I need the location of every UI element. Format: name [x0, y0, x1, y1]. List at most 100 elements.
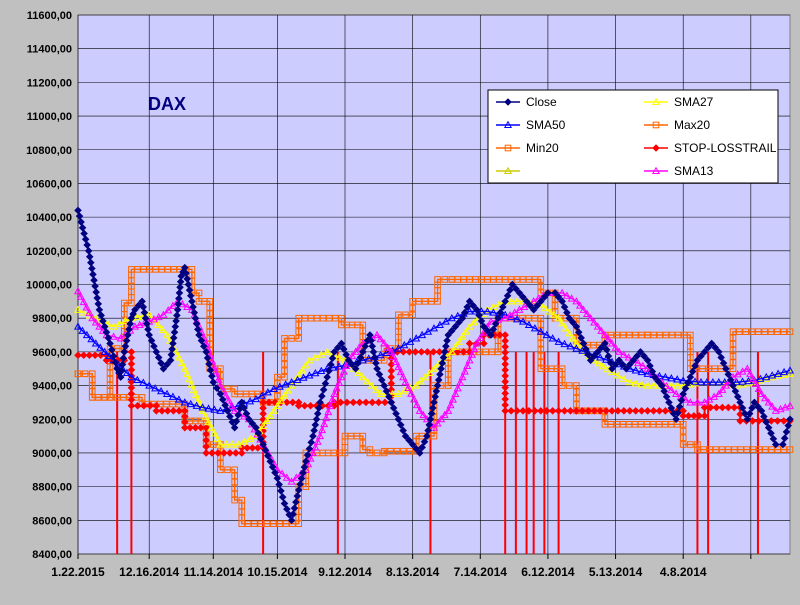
data-point	[622, 364, 631, 373]
y-tick-label: 11200,00	[27, 77, 72, 89]
data-point	[566, 407, 575, 415]
data-point	[234, 411, 242, 419]
data-point	[366, 449, 374, 457]
data-point	[289, 398, 297, 407]
data-point	[276, 520, 284, 527]
data-point	[244, 520, 252, 527]
data-point	[430, 432, 438, 440]
data-point	[204, 404, 213, 412]
data-point	[283, 386, 293, 394]
data-point	[774, 446, 781, 453]
data-point	[754, 402, 762, 411]
data-point	[313, 314, 321, 322]
data-point	[537, 346, 545, 354]
data-point	[681, 384, 690, 393]
data-point	[385, 393, 393, 401]
data-point	[281, 341, 288, 349]
data-point	[415, 449, 424, 457]
data-point	[280, 391, 289, 399]
data-point	[312, 415, 321, 424]
data-point	[151, 384, 160, 392]
data-point	[261, 446, 270, 454]
data-point	[565, 329, 574, 337]
data-point	[259, 440, 267, 449]
data-point	[786, 415, 794, 424]
data-point	[406, 337, 415, 345]
data-point	[593, 348, 602, 356]
data-point	[274, 373, 281, 381]
data-point	[383, 343, 392, 351]
data-point	[667, 381, 676, 389]
data-point	[680, 331, 688, 339]
x-tick-label: 1.22.2015	[51, 565, 105, 579]
data-point	[392, 409, 400, 418]
data-point	[259, 404, 267, 412]
data-point	[572, 297, 581, 305]
x-tick-label: 10.15.2014	[247, 565, 307, 579]
data-point	[348, 360, 356, 369]
data-point	[295, 508, 303, 515]
data-point	[465, 356, 474, 364]
data-point	[743, 415, 752, 424]
data-point	[205, 360, 213, 368]
data-point	[649, 381, 658, 389]
data-point	[755, 328, 762, 335]
data-point	[767, 417, 776, 425]
data-point	[454, 337, 463, 345]
data-point	[339, 367, 348, 375]
data-point	[496, 308, 505, 317]
data-point	[372, 385, 381, 393]
data-point	[342, 350, 350, 359]
data-point	[222, 440, 231, 448]
data-point	[614, 407, 622, 415]
data-point	[673, 381, 682, 389]
data-point	[202, 348, 210, 356]
data-point	[443, 336, 451, 345]
data-point	[744, 379, 753, 387]
data-point	[173, 311, 181, 320]
legend-item: STOP-LOSSTRAIL	[644, 141, 777, 155]
data-point	[217, 365, 224, 373]
data-point	[355, 398, 364, 407]
x-tick-label: 9.12.2014	[318, 565, 372, 579]
data-point	[335, 353, 344, 361]
data-point	[162, 389, 172, 398]
data-point	[278, 493, 287, 501]
data-point	[491, 320, 500, 328]
data-point	[231, 385, 238, 393]
data-point	[340, 345, 348, 353]
data-point	[263, 388, 272, 396]
data-point	[200, 342, 208, 351]
data-point	[643, 369, 652, 377]
data-point	[206, 310, 214, 317]
data-point	[175, 289, 184, 297]
data-point	[169, 334, 178, 342]
data-point	[295, 514, 303, 521]
data-point	[729, 381, 737, 390]
data-point	[375, 370, 384, 379]
data-point	[197, 423, 205, 432]
data-point	[729, 334, 737, 342]
data-point	[381, 398, 389, 407]
x-tick-label: 6.12.2014	[521, 565, 575, 579]
data-point	[458, 314, 467, 322]
data-point	[176, 283, 184, 292]
data-point	[661, 407, 670, 415]
data-point	[456, 378, 465, 386]
data-point	[604, 335, 613, 343]
data-point	[221, 401, 229, 409]
data-point	[768, 446, 775, 453]
data-point	[311, 421, 320, 429]
data-point	[729, 353, 737, 360]
data-point	[545, 307, 554, 315]
data-point	[76, 292, 85, 300]
data-point	[109, 322, 118, 330]
data-point	[438, 359, 447, 367]
data-point	[78, 326, 87, 334]
data-point	[785, 401, 795, 409]
data-point	[376, 335, 385, 343]
data-point	[224, 396, 233, 404]
data-point	[106, 375, 114, 383]
y-tick-label: 10400,00	[26, 212, 72, 224]
data-point	[644, 331, 651, 339]
